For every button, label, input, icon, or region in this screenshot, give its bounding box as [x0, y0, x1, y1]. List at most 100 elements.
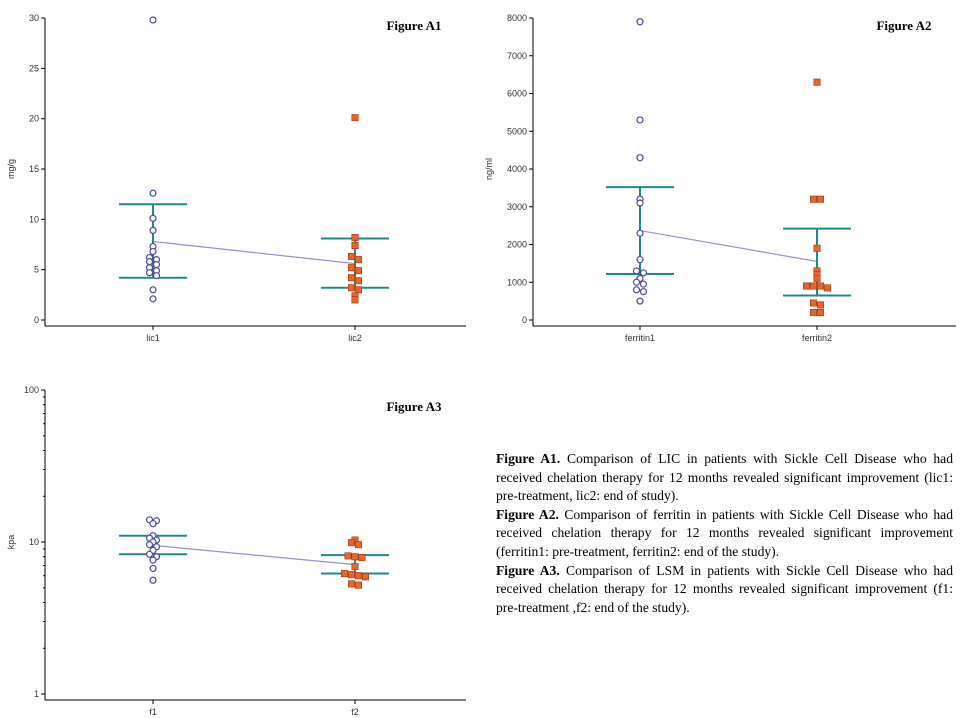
data-point-lic2: [347, 253, 355, 261]
data-point-lic1: [149, 214, 157, 222]
data-point-lic2: [347, 274, 355, 282]
figure-caption: Figure A1. Comparison of LIC in patients…: [496, 450, 953, 617]
data-point-ferritin1: [639, 288, 648, 296]
data-point-ferritin2: [816, 282, 824, 290]
data-point-ferritin2: [816, 301, 824, 309]
x-tick-label: lic1: [146, 333, 160, 343]
data-point-ferritin1: [636, 154, 644, 162]
data-point-f2: [358, 554, 366, 562]
data-point-ferritin1: [636, 199, 644, 207]
data-point-ferritin2: [813, 274, 821, 282]
data-point-lic2: [354, 277, 362, 285]
data-point-lic2: [354, 267, 362, 275]
data-point-ferritin2: [823, 284, 831, 292]
data-point-lic2: [347, 264, 355, 272]
caption-a1-text: Comparison of LIC in patients with Sickl…: [496, 451, 954, 504]
y-tick-label: 25: [29, 63, 39, 73]
figure-title: Figure A3: [386, 399, 442, 414]
data-point-lic1: [149, 286, 157, 294]
y-tick-label: 4000: [507, 164, 527, 174]
data-point-ferritin2: [809, 308, 817, 316]
caption-a2-label: Figure A2.: [496, 506, 559, 522]
data-point-lic1: [145, 258, 154, 266]
data-point-ferritin1: [639, 280, 648, 288]
x-tick-label: ferritin1: [625, 333, 655, 343]
data-point-ferritin2: [802, 282, 810, 290]
chart-figure-a2: 0 1000 2000 3000 4000 5000 6000 7000 8000 ng/ml fe…: [484, 13, 956, 343]
y-tick-label: 30: [29, 13, 39, 23]
chart-figure-a3: 1 10 100 kpa f1 f2 Figure A3: [6, 385, 466, 717]
mean-connector-line: [639, 229, 818, 263]
data-point-ferritin1: [636, 116, 644, 124]
y-tick-label: 100: [24, 385, 39, 395]
data-point-lic1: [149, 295, 157, 303]
mean-connector-line: [152, 240, 356, 265]
data-point-ferritin1: [636, 297, 644, 305]
x-tick-label: f2: [351, 707, 359, 717]
mean-connector-line: [152, 544, 356, 566]
data-point-f2: [344, 552, 352, 560]
caption-a1-label: Figure A1.: [496, 451, 561, 466]
caption-a3-label: Figure A3.: [496, 562, 560, 578]
data-point-f2: [351, 562, 359, 570]
x-tick-label: f1: [149, 707, 157, 717]
x-tick-label: lic2: [348, 333, 362, 343]
y-axis-title: ng/ml: [484, 158, 494, 180]
y-axis-title: kpa: [6, 535, 16, 550]
data-point-f2: [361, 573, 369, 581]
data-point-ferritin2: [813, 244, 821, 252]
data-point-ferritin1: [636, 229, 644, 237]
data-point-f1: [145, 550, 154, 558]
data-point-f2: [340, 570, 348, 578]
y-tick-label: 2000: [507, 240, 527, 250]
data-point-lic2: [351, 296, 359, 304]
data-point-lic1: [152, 272, 161, 280]
data-point-lic1: [152, 261, 161, 269]
data-point-f1: [149, 556, 157, 564]
data-point-f1: [145, 541, 154, 549]
data-point-f2: [354, 541, 362, 549]
data-point-f1: [149, 576, 157, 584]
caption-a2-text: Comparison of ferritin in patients with …: [496, 506, 953, 559]
data-point-ferritin1: [636, 18, 644, 26]
x-tick-label: ferritin2: [802, 333, 832, 343]
data-point-lic1: [149, 189, 157, 197]
data-point-f2: [347, 571, 355, 579]
y-tick-label: 8000: [507, 13, 527, 23]
data-point-f2: [351, 553, 359, 561]
data-point-ferritin1: [636, 256, 644, 264]
data-point-lic1: [149, 226, 157, 235]
y-tick-label: 5: [34, 265, 39, 275]
data-point-f2: [354, 572, 362, 580]
data-point-f1: [149, 520, 157, 528]
caption-a3-text: Comparison of LSM in patients with Sickl…: [496, 562, 953, 615]
data-point-f2: [354, 581, 362, 589]
data-point-lic2: [351, 233, 359, 241]
data-point-ferritin1: [639, 269, 648, 277]
data-point-lic2: [354, 286, 362, 294]
chart-figure-a1: 0 5 10 15 20 25 30 mg/g lic1 lic2 Figure A1: [6, 13, 466, 343]
data-point-lic2: [354, 256, 362, 264]
data-point-f1: [149, 564, 157, 573]
y-tick-label: 3000: [507, 202, 527, 212]
data-point-ferritin1: [632, 278, 641, 286]
figure-title: Figure A1: [386, 18, 441, 33]
data-point-ferritin2: [809, 299, 817, 307]
y-tick-label: 0: [34, 315, 39, 325]
data-point-ferritin2: [816, 308, 824, 316]
figure-title: Figure A2: [876, 18, 931, 33]
y-tick-label: 6000: [507, 89, 527, 99]
y-tick-label: 7000: [507, 51, 527, 61]
data-point-lic2: [351, 114, 359, 122]
data-point-lic1: [145, 269, 154, 277]
data-point-lic2: [351, 242, 359, 250]
y-tick-label: 10: [29, 214, 39, 224]
y-tick-label: 1000: [507, 277, 527, 287]
y-tick-label: 10: [29, 537, 39, 547]
data-point-f2: [347, 539, 355, 547]
y-tick-label: 5000: [507, 126, 527, 136]
data-point-lic1: [149, 247, 157, 256]
y-tick-label: 0: [522, 315, 527, 325]
data-point-ferritin2: [809, 195, 817, 203]
data-point-ferritin1: [632, 286, 641, 294]
